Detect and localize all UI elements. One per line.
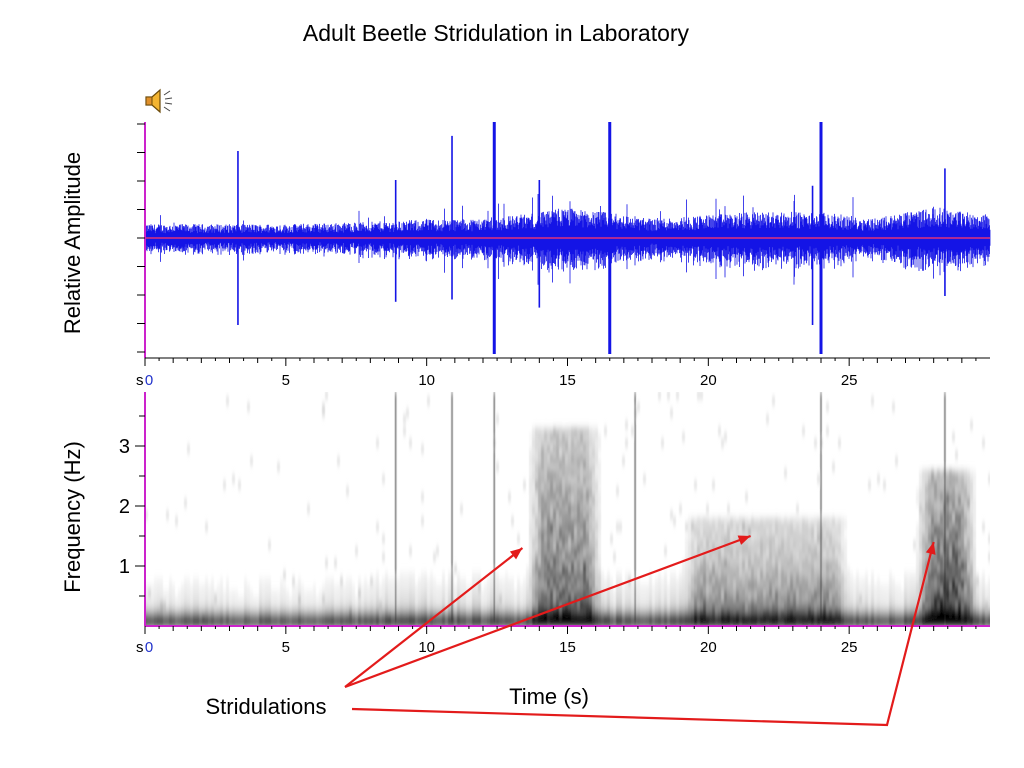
waveform-x-tick-label: 20 — [700, 372, 717, 389]
spectrogram-y-tick-label: 3 — [119, 436, 130, 458]
annotation-arrowhead-1 — [737, 535, 751, 545]
waveform-x-tick-label: 15 — [559, 372, 576, 389]
annotation-arrowhead-0 — [509, 548, 523, 560]
page-title: Adult Beetle Stridulation in Laboratory — [302, 20, 690, 46]
spectrogram-y-label: Frequency (Hz) — [60, 441, 85, 593]
spectrogram-x-tick-label: 10 — [418, 639, 435, 656]
spectrogram-x-tick-label: 20 — [700, 639, 717, 656]
spectrogram-x-tick-label: 0 — [145, 639, 153, 656]
annotation-label: Stridulations — [205, 694, 326, 719]
spectrogram-x-tick-label: 25 — [841, 639, 858, 656]
spectrogram-y-tick-label: 2 — [119, 496, 130, 518]
waveform-noise — [144, 194, 991, 285]
spectrogram-y-tick-label: 1 — [119, 556, 130, 578]
spectrogram-energy — [145, 392, 990, 626]
annotation-arrowhead-2 — [925, 542, 936, 555]
waveform-panel: 0 5 10 15 20 25 Relative Amplitude s — [60, 122, 991, 389]
waveform-x-tick-label: 25 — [841, 372, 858, 389]
spectrogram-x-tick-label: 15 — [559, 639, 576, 656]
spectrogram-x-tick-label: 5 — [282, 639, 290, 656]
spectrogram-panel: 1 2 3 0 5 10 15 20 25 Frequency (Hz) s Time (s) — [60, 392, 990, 709]
annotation-arrows — [344, 534, 936, 727]
spectrogram-x-ticks: 0 5 10 15 20 25 — [144, 626, 977, 656]
spectrogram-y-ticks: 1 2 3 — [119, 415, 145, 597]
annotation-arrow-1 — [344, 534, 751, 689]
stridulation-annotation: Stridulations — [205, 534, 936, 727]
waveform-x-unit: s — [136, 372, 144, 389]
spectrogram-x-unit: s — [136, 639, 144, 656]
waveform-x-tick-label: 0 — [145, 372, 153, 389]
speaker-icon[interactable] — [143, 86, 179, 116]
waveform-x-ticks: 0 5 10 15 20 25 — [144, 358, 977, 389]
waveform-y-label: Relative Amplitude — [60, 152, 85, 334]
spectrogram-x-label: Time (s) — [509, 684, 589, 709]
annotation-arrow-0 — [344, 547, 524, 688]
annotation-arrow-2 — [351, 541, 935, 727]
waveform-y-ticks — [137, 123, 145, 353]
waveform-x-tick-label: 10 — [418, 372, 435, 389]
waveform-x-tick-label: 5 — [282, 372, 290, 389]
waveform-trace — [144, 194, 991, 285]
